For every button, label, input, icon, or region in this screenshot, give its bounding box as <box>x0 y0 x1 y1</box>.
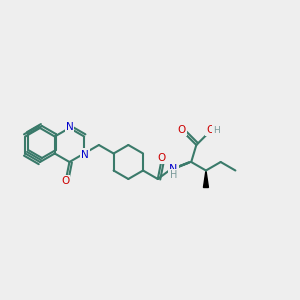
Text: N: N <box>169 164 178 173</box>
Text: H: H <box>213 126 220 135</box>
Text: N: N <box>66 122 73 132</box>
Text: H: H <box>170 169 177 179</box>
Polygon shape <box>203 170 208 188</box>
Text: O: O <box>177 125 185 135</box>
Text: N: N <box>81 149 89 160</box>
Text: O: O <box>206 125 214 135</box>
Text: O: O <box>157 153 165 163</box>
Text: O: O <box>61 176 69 186</box>
